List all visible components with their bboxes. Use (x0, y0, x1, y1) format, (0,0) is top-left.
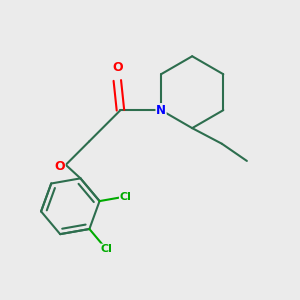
Text: N: N (156, 104, 166, 117)
Text: O: O (55, 160, 65, 173)
Text: Cl: Cl (119, 192, 131, 202)
Text: Cl: Cl (100, 244, 112, 254)
Text: O: O (112, 61, 123, 74)
